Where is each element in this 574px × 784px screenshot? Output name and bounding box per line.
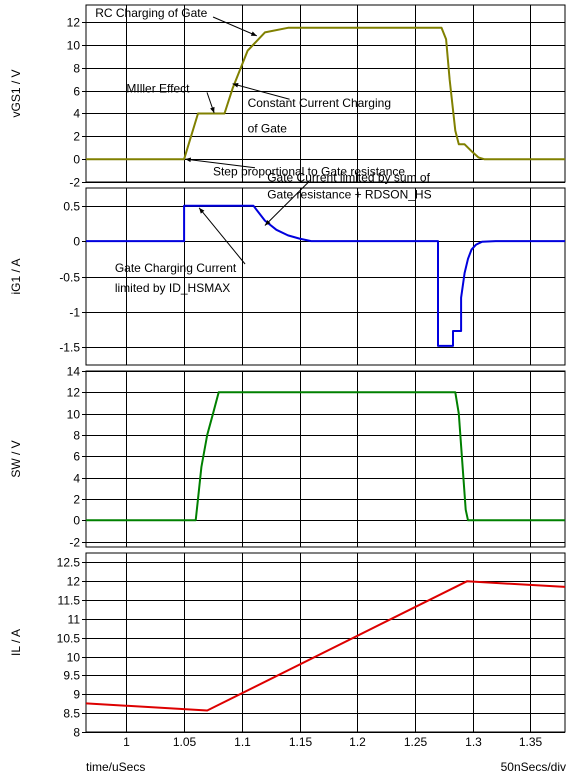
x-tick-label: 1.35 xyxy=(519,735,543,749)
series-line xyxy=(86,391,565,522)
annotation-label: Gate Charging Current xyxy=(115,261,237,275)
annotation-arrow xyxy=(212,16,258,37)
annotation-arrow xyxy=(185,158,256,169)
annotation-label: RC Charging of Gate xyxy=(95,6,207,20)
y-tick-label: 0 xyxy=(73,235,80,249)
x-tick-label: 1.2 xyxy=(349,735,366,749)
panel-2: -1.5 -1 -0.5 0 0.5 iG1 / A Gate Current limite… xyxy=(9,170,566,366)
plot-frame xyxy=(85,370,566,548)
y-tick-label: -2 xyxy=(69,536,80,550)
time-scale-label: 50nSecs/div xyxy=(501,760,566,774)
panel-4: 8 8.5 9 9.5 10 10.5 11 11.5 12 12.5 IL / A 1 1.05 1.1… xyxy=(9,552,566,749)
y-tick-label: 14 xyxy=(67,365,81,379)
y-tick-label: 12 xyxy=(67,575,81,589)
y-tick-label: 12.5 xyxy=(57,556,81,570)
y-axis-label: SW / V xyxy=(9,440,23,477)
annotation-arrow xyxy=(264,181,310,226)
y-tick-label: 9.5 xyxy=(63,669,80,683)
plot-frame xyxy=(85,187,566,366)
y-tick-label: -2 xyxy=(69,176,80,190)
y-tick-label: 11 xyxy=(68,613,81,627)
annotation-label: Constant Current Charging xyxy=(248,96,391,110)
annotation-arrow xyxy=(198,207,246,265)
x-tick-label: 1.25 xyxy=(404,735,428,749)
y-tick-label: 0 xyxy=(73,514,80,528)
x-tick-label: 1.15 xyxy=(289,735,313,749)
y-tick-label: 9 xyxy=(73,688,80,702)
y-tick-label: 8 xyxy=(73,62,80,76)
y-tick-label: 0 xyxy=(73,153,80,167)
annotation-arrowhead xyxy=(185,157,192,163)
y-tick-label: -0.5 xyxy=(59,271,80,285)
y-tick-label: 10 xyxy=(67,408,81,422)
x-tick-label: 1 xyxy=(123,735,130,749)
y-tick-label: 10 xyxy=(67,651,81,665)
y-tick-label: 10 xyxy=(67,39,81,53)
y-tick-label: -1 xyxy=(69,306,80,320)
y-tick-label: 0.5 xyxy=(63,200,80,214)
annotation-arrowhead xyxy=(232,82,239,88)
y-tick-label: -1.5 xyxy=(59,341,80,355)
x-tick-label: 1.05 xyxy=(173,735,197,749)
y-axis-label: IL / A xyxy=(9,629,23,656)
x-tick-label: 1.1 xyxy=(234,735,251,749)
y-tick-label: 8 xyxy=(73,429,80,443)
panel-3: -2 0 2 4 6 8 10 12 14 SW / V xyxy=(9,365,566,550)
annotation-label: MIller Effect xyxy=(126,81,190,95)
y-tick-label: 2 xyxy=(73,130,80,144)
series-line xyxy=(86,204,565,347)
y-tick-label: 10.5 xyxy=(57,632,81,646)
annotation-label: of Gate xyxy=(248,121,288,135)
y-axis-label: iG1 / A xyxy=(9,258,23,294)
y-tick-label: 11.5 xyxy=(58,594,81,608)
y-tick-label: 4 xyxy=(73,107,80,121)
y-tick-label: 12 xyxy=(67,16,81,30)
annotation-label: Step proportional to Gate resistance xyxy=(213,165,405,179)
annotation-arrowhead xyxy=(210,106,215,113)
y-tick-label: 12 xyxy=(67,386,81,400)
y-tick-label: 6 xyxy=(73,85,80,99)
x-tick-label: 1.3 xyxy=(465,735,482,749)
plot-frame xyxy=(85,4,566,183)
y-axis-label: vGS1 / V xyxy=(9,69,23,117)
series-line xyxy=(86,26,565,161)
y-tick-label: 2 xyxy=(73,493,80,507)
annotation-arrowhead xyxy=(264,219,271,226)
annotation-arrowhead xyxy=(199,207,205,214)
y-tick-label: 8.5 xyxy=(63,707,80,721)
time-axis-label: time/uSecs xyxy=(86,760,145,774)
y-tick-label: 8 xyxy=(73,726,80,740)
panel-1: -2 0 2 4 6 8 10 12 vGS1 / V RC Charging of Gate MI… xyxy=(9,4,566,190)
plot-frame xyxy=(85,552,566,733)
annotation-arrow xyxy=(232,83,290,100)
series-line xyxy=(85,580,566,712)
annotation-label: limited by ID_HSMAX xyxy=(115,281,230,295)
y-tick-label: 4 xyxy=(73,472,80,486)
annotation-label: Gate Current limited by sum of xyxy=(267,170,430,184)
annotation-arrowhead xyxy=(250,31,257,36)
y-tick-label: 6 xyxy=(73,450,80,464)
annotation-label: Gate resistance + RDSON_HS xyxy=(267,187,431,201)
